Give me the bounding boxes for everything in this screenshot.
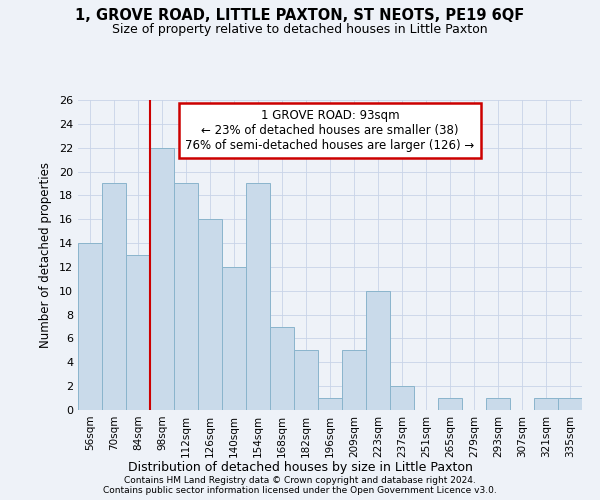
- Bar: [78, 243, 102, 410]
- Text: Size of property relative to detached houses in Little Paxton: Size of property relative to detached ho…: [112, 22, 488, 36]
- Bar: [102, 184, 126, 410]
- Bar: [150, 148, 174, 410]
- Bar: [366, 291, 390, 410]
- Bar: [174, 184, 198, 410]
- Text: Contains public sector information licensed under the Open Government Licence v3: Contains public sector information licen…: [103, 486, 497, 495]
- Bar: [438, 398, 462, 410]
- Bar: [294, 350, 318, 410]
- Bar: [534, 398, 558, 410]
- Bar: [246, 184, 270, 410]
- Text: 1 GROVE ROAD: 93sqm
← 23% of detached houses are smaller (38)
76% of semi-detach: 1 GROVE ROAD: 93sqm ← 23% of detached ho…: [185, 110, 475, 152]
- Bar: [390, 386, 414, 410]
- Bar: [222, 267, 246, 410]
- Text: Contains HM Land Registry data © Crown copyright and database right 2024.: Contains HM Land Registry data © Crown c…: [124, 476, 476, 485]
- Text: 1, GROVE ROAD, LITTLE PAXTON, ST NEOTS, PE19 6QF: 1, GROVE ROAD, LITTLE PAXTON, ST NEOTS, …: [76, 8, 524, 22]
- Y-axis label: Number of detached properties: Number of detached properties: [39, 162, 52, 348]
- Bar: [126, 255, 150, 410]
- Bar: [318, 398, 342, 410]
- Bar: [342, 350, 366, 410]
- Bar: [198, 219, 222, 410]
- Text: Distribution of detached houses by size in Little Paxton: Distribution of detached houses by size …: [128, 461, 472, 474]
- Bar: [270, 326, 294, 410]
- Bar: [558, 398, 582, 410]
- Bar: [486, 398, 510, 410]
